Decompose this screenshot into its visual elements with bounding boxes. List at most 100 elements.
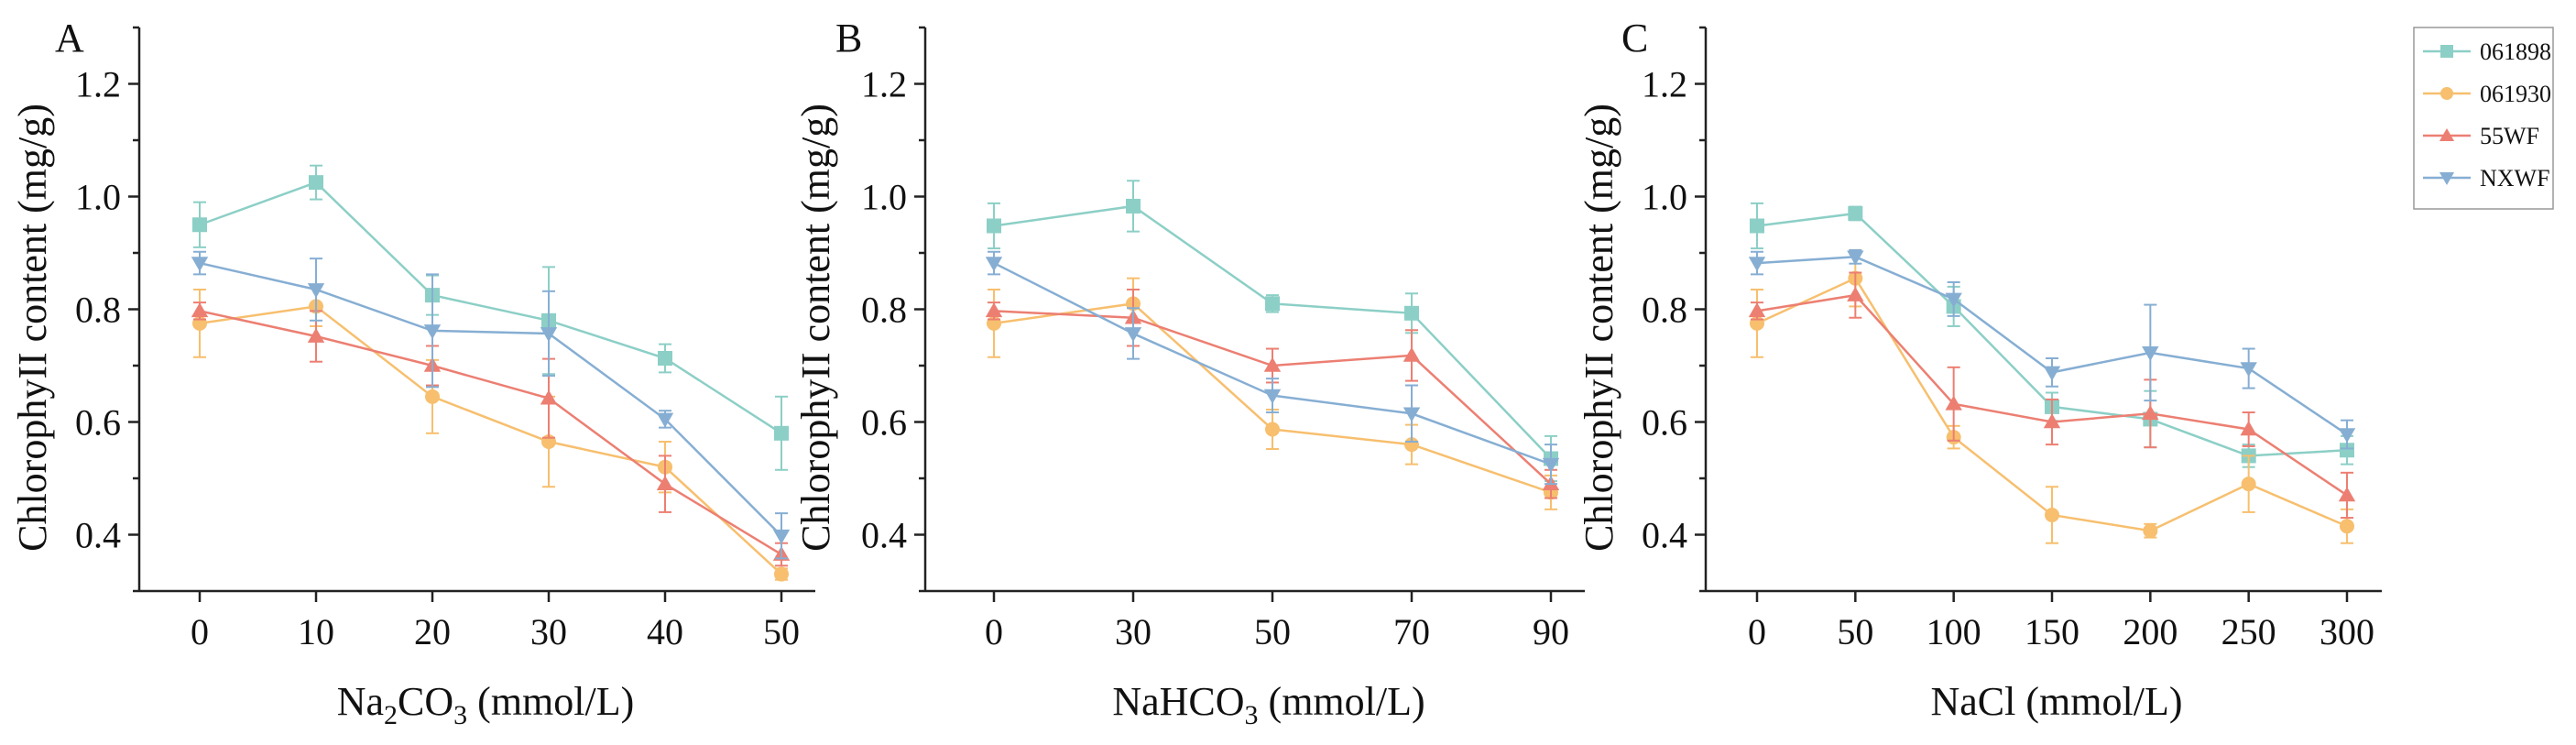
- data-point: [2338, 428, 2356, 444]
- data-point: [985, 302, 1003, 318]
- data-point: [2045, 507, 2059, 522]
- x-tick-label: 30: [530, 611, 567, 652]
- legend-marker: [2439, 127, 2455, 141]
- y-tick-label: 1.2: [75, 64, 121, 105]
- y-axis-title: ChlorophyII content (mg/g): [1577, 104, 1621, 552]
- y-tick-label: 0.4: [75, 515, 121, 556]
- series-line: [199, 261, 782, 537]
- data-point: [425, 389, 440, 404]
- chart-panel-c: 0.4 0.6 0.8 1.0 1.2 0 50 100 150 200 250 300 CChloro…: [1577, 16, 2382, 724]
- data-point: [2142, 405, 2159, 421]
- x-tick-label: 300: [2319, 611, 2374, 652]
- data-point: [2340, 443, 2354, 458]
- y-tick-label: 0.8: [861, 290, 907, 331]
- x-tick-label: 10: [298, 611, 334, 652]
- data-point: [772, 529, 791, 544]
- legend-marker: [2440, 45, 2453, 58]
- x-axis-title: Na2CO3 (mmol/L): [337, 679, 635, 730]
- series-line: [199, 305, 782, 575]
- series-55wf: [191, 301, 791, 567]
- x-tick-label: 50: [763, 611, 800, 652]
- data-point: [309, 175, 323, 191]
- x-tick-label: 30: [1115, 611, 1152, 652]
- legend-label: 061898: [2480, 38, 2551, 65]
- y-tick-label: 0.8: [1642, 290, 1687, 331]
- x-tick-label: 0: [191, 611, 209, 652]
- data-point: [307, 283, 325, 299]
- data-point: [1945, 395, 1962, 411]
- series-nxwf: [985, 250, 1560, 486]
- legend-label: 55WF: [2480, 123, 2539, 149]
- data-point: [1124, 327, 1142, 343]
- panel-letter: C: [1621, 16, 1648, 60]
- data-point: [1126, 198, 1141, 214]
- x-tick-label: 90: [1533, 611, 1569, 652]
- legend-item-061898: 061898: [2423, 38, 2551, 65]
- series-line: [199, 181, 782, 434]
- data-point: [1847, 286, 1864, 301]
- data-point: [2043, 413, 2061, 429]
- series-nxwf: [191, 250, 791, 560]
- legend-item-nxwf: NXWF: [2423, 165, 2550, 192]
- data-point: [2240, 362, 2257, 378]
- data-point: [1263, 389, 1282, 404]
- y-tick-label: 0.6: [861, 402, 907, 444]
- data-point: [1404, 305, 1419, 321]
- data-point: [540, 327, 558, 343]
- y-tick-label: 1.0: [861, 177, 907, 218]
- chart-panel-b: 0.4 0.6 0.8 1.0 1.2 0 30 50 70 90 B ChlorophyII con…: [793, 16, 1585, 730]
- y-tick-label: 0.8: [75, 290, 121, 331]
- legend-label: 061930: [2480, 81, 2551, 107]
- x-tick-label: 20: [414, 611, 451, 652]
- data-point: [2240, 421, 2257, 436]
- y-axis-title: ChlorophyII content (mg/g): [793, 104, 838, 552]
- legend-label: NXWF: [2480, 165, 2550, 192]
- data-point: [423, 324, 442, 340]
- data-point: [2142, 346, 2159, 362]
- x-tick-label: 100: [1927, 611, 1981, 652]
- y-tick-label: 0.4: [861, 515, 907, 556]
- y-tick-label: 1.2: [861, 64, 907, 105]
- y-tick-label: 1.2: [1642, 64, 1687, 105]
- series-line: [199, 310, 782, 556]
- x-tick-label: 250: [2221, 611, 2276, 652]
- data-point: [1403, 407, 1421, 422]
- x-tick-label: 50: [1837, 611, 1873, 652]
- data-point: [1847, 250, 1864, 266]
- legend-marker: [2440, 87, 2453, 100]
- data-point: [191, 257, 209, 272]
- x-axis-title: NaCl (mmol/L): [1931, 679, 2183, 724]
- data-point: [1403, 346, 1421, 362]
- data-point: [191, 302, 209, 318]
- data-point: [1750, 218, 1764, 234]
- data-point: [656, 475, 674, 490]
- y-tick-label: 0.6: [1642, 402, 1687, 444]
- y-tick-label: 0.4: [1642, 515, 1687, 556]
- series-061930: [192, 285, 789, 582]
- x-tick-label: 70: [1393, 611, 1430, 652]
- x-tick-label: 200: [2123, 611, 2178, 652]
- data-point: [774, 566, 789, 582]
- data-point: [307, 327, 325, 343]
- series-55wf: [985, 288, 1560, 499]
- x-tick-label: 0: [1748, 611, 1766, 652]
- legend-marker: [2439, 172, 2455, 186]
- x-tick-label: 50: [1254, 611, 1291, 652]
- legend-item-061930: 061930: [2423, 81, 2551, 107]
- data-point: [1945, 292, 1962, 308]
- data-point: [985, 257, 1003, 272]
- data-point: [1748, 302, 1766, 318]
- legend: 061898 061930 55WF NXWF: [2413, 27, 2554, 210]
- x-tick-label: 40: [647, 611, 683, 652]
- series-nxwf: [1748, 248, 2356, 450]
- data-point: [1848, 205, 1863, 221]
- panel-letter: A: [55, 16, 84, 60]
- x-tick-label: 0: [985, 611, 1003, 652]
- data-point: [2340, 519, 2354, 534]
- data-point: [2043, 366, 2061, 381]
- data-point: [540, 389, 558, 405]
- data-point: [774, 425, 789, 441]
- data-point: [1748, 257, 1766, 272]
